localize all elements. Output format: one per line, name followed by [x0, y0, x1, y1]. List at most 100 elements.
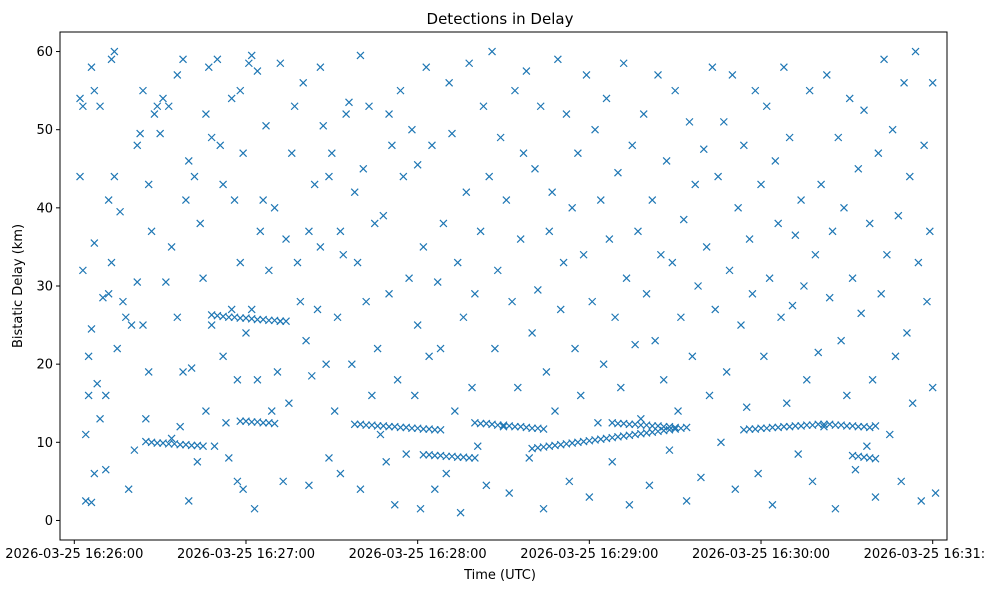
data-point: [608, 457, 617, 466]
data-point: [176, 422, 185, 431]
data-point: [336, 469, 345, 478]
data-point: [350, 420, 359, 429]
data-point: [880, 55, 888, 64]
data-point: [179, 368, 187, 376]
data-point: [273, 368, 282, 376]
data-point: [519, 149, 528, 158]
data-point: [78, 266, 87, 275]
data-point: [688, 352, 697, 361]
data-point: [387, 141, 396, 150]
data-point: [176, 440, 185, 449]
data-point: [316, 63, 325, 72]
data-point: [350, 188, 359, 197]
data-point: [428, 141, 436, 150]
data-point: [270, 419, 279, 428]
data-point: [531, 164, 539, 173]
data-point: [768, 500, 777, 509]
data-point: [150, 110, 159, 118]
data-point: [473, 442, 482, 451]
data-point: [825, 293, 834, 302]
data-point: [153, 439, 162, 448]
data-point: [219, 180, 228, 189]
data-point: [694, 282, 702, 290]
data-point: [522, 67, 531, 76]
data-point: [928, 383, 937, 392]
data-point: [785, 133, 794, 142]
data-point: [662, 157, 671, 165]
x-tick-label: 2026-03-25 16:29:00: [520, 547, 658, 562]
data-point: [164, 102, 173, 111]
data-point: [187, 364, 196, 372]
data-point: [433, 278, 442, 287]
data-point: [905, 172, 914, 181]
data-point: [831, 504, 840, 513]
data-point: [327, 149, 336, 158]
data-point: [419, 425, 428, 433]
data-point: [516, 235, 525, 244]
data-point: [671, 423, 680, 432]
data-point: [814, 420, 823, 429]
data-point: [539, 504, 548, 513]
x-axis-label: Time (UTC): [463, 568, 536, 583]
data-point: [204, 63, 213, 72]
data-point: [914, 258, 923, 267]
data-point: [840, 203, 848, 212]
data-point: [396, 423, 405, 432]
data-point: [419, 450, 428, 459]
data-point: [187, 441, 196, 450]
data-point: [307, 371, 316, 380]
data-point: [797, 196, 805, 204]
data-point: [253, 67, 262, 76]
data-point: [379, 211, 388, 220]
data-point: [782, 399, 791, 408]
data-point: [90, 469, 99, 478]
data-point: [854, 422, 863, 431]
data-point: [136, 129, 145, 138]
data-point: [202, 110, 210, 118]
data-point: [93, 379, 102, 388]
data-point: [325, 172, 333, 181]
data-point: [305, 481, 313, 490]
data-point: [468, 383, 476, 392]
data-point: [119, 297, 127, 306]
data-point: [425, 352, 434, 361]
data-point: [224, 454, 233, 462]
y-axis-label: Bistatic Delay (km): [11, 224, 26, 348]
data-point: [553, 55, 562, 64]
chart-title: Detections in Delay: [427, 10, 574, 28]
data-point: [493, 266, 502, 275]
data-point: [802, 421, 811, 430]
data-point: [928, 78, 937, 87]
data-point: [668, 258, 677, 267]
data-point: [81, 496, 90, 505]
data-point: [290, 102, 299, 111]
data-point: [619, 59, 628, 68]
data-point: [287, 149, 296, 158]
data-point: [576, 391, 585, 400]
data-point: [385, 289, 393, 298]
data-point: [121, 313, 130, 322]
data-point: [634, 227, 642, 236]
data-point: [865, 219, 874, 228]
data-point: [788, 301, 797, 310]
data-point: [310, 180, 319, 189]
data-point: [717, 438, 725, 447]
data-point: [734, 203, 743, 212]
data-point: [897, 477, 906, 486]
data-point: [774, 219, 783, 228]
data-point: [325, 454, 333, 462]
data-point: [739, 141, 748, 150]
x-tick-label: 2026-03-25 16:28:00: [349, 547, 487, 562]
data-point: [87, 325, 96, 333]
data-point: [923, 297, 931, 306]
y-tick-label: 40: [36, 201, 53, 216]
data-point: [811, 250, 820, 259]
data-point: [513, 383, 522, 392]
data-point: [233, 477, 242, 486]
data-point: [857, 309, 866, 318]
data-point: [333, 313, 342, 322]
data-point: [759, 352, 768, 361]
data-point: [84, 391, 93, 400]
data-point: [316, 242, 325, 251]
data-point: [479, 102, 488, 111]
